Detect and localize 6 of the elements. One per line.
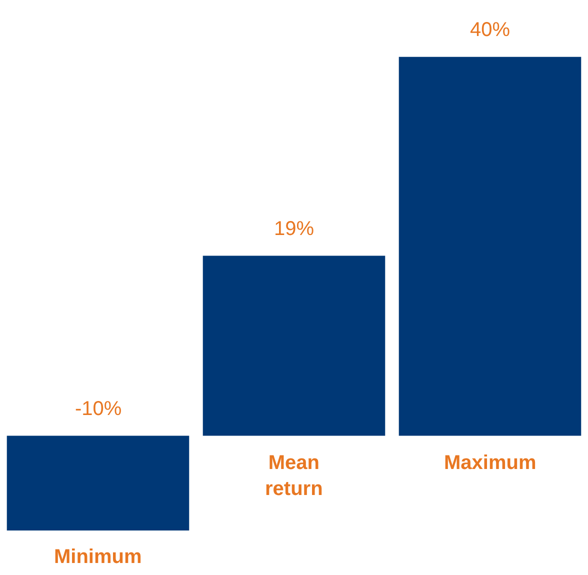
x-tick-label: Mean return	[265, 452, 323, 500]
x-tick-label: Minimum	[54, 546, 142, 568]
data-label: 40%	[470, 19, 510, 41]
x-tick-label: Maximum	[444, 452, 536, 474]
data-label: 19%	[274, 218, 314, 240]
data-label: -10%	[75, 398, 122, 420]
